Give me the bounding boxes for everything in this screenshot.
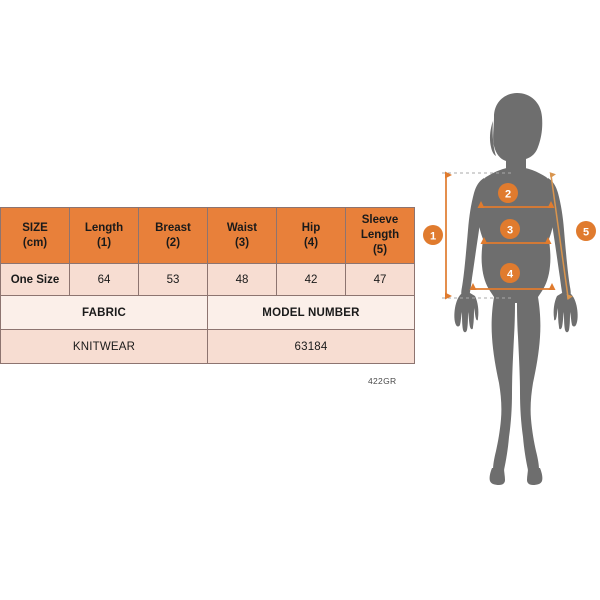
watermark-label: 422GR — [368, 376, 397, 386]
measurement-figure-panel: 1 2 3 4 — [420, 85, 600, 505]
table-row: One Size 64 53 48 42 47 — [0, 263, 415, 296]
header-length-line1: Length — [84, 221, 124, 234]
header-cell-length: Length (1) — [69, 207, 139, 264]
table-row-subvalues: KNITWEAR 63184 — [0, 329, 415, 364]
header-waist-line1: Waist — [226, 221, 258, 234]
cell-fabric-header: FABRIC — [0, 295, 208, 330]
marker-3: 3 — [500, 219, 520, 239]
header-sleeve-line2: Length — [360, 229, 400, 242]
marker-4-label: 4 — [507, 269, 514, 281]
cell-fabric-value: KNITWEAR — [0, 329, 208, 364]
cell-waist-value: 48 — [207, 263, 277, 296]
header-cell-waist: Waist (3) — [207, 207, 277, 264]
header-size-line1: SIZE — [22, 221, 48, 234]
cell-length-value: 64 — [69, 263, 139, 296]
marker-1-label: 1 — [430, 231, 436, 243]
cell-breast-value: 53 — [138, 263, 208, 296]
header-cell-sleeve-length: Sleeve Length (5) — [345, 207, 415, 264]
header-cell-size: SIZE (cm) — [0, 207, 70, 264]
header-breast-line1: Breast — [155, 221, 191, 234]
table-header-row: SIZE (cm) Length (1) Breast (2) Waist (3… — [0, 207, 415, 264]
marker-2: 2 — [498, 183, 518, 203]
sleeve-arrow — [549, 172, 573, 301]
cell-sleeve-length-value: 47 — [345, 263, 415, 296]
header-cell-breast: Breast (2) — [138, 207, 208, 264]
cell-hip-value: 42 — [276, 263, 346, 296]
size-table: SIZE (cm) Length (1) Breast (2) Waist (3… — [0, 207, 415, 364]
marker-1: 1 — [423, 225, 443, 245]
marker-3-label: 3 — [507, 225, 513, 237]
marker-2-label: 2 — [505, 189, 511, 201]
marker-5-label: 5 — [583, 227, 589, 239]
cell-model-number-header: MODEL NUMBER — [207, 295, 415, 330]
marker-5-circle — [576, 221, 596, 241]
marker-5: 5 — [576, 221, 596, 241]
size-table-body: One Size 64 53 48 42 47 FABRIC MODEL NUM… — [0, 263, 415, 364]
marker-1-circle — [423, 225, 443, 245]
table-row-subheaders: FABRIC MODEL NUMBER — [0, 295, 415, 330]
header-waist-line2: (3) — [234, 236, 250, 249]
header-hip-line2: (4) — [303, 236, 319, 249]
marker-4-circle — [500, 263, 520, 283]
cell-model-number-value: 63184 — [207, 329, 415, 364]
cell-size-label: One Size — [0, 263, 70, 296]
header-sleeve-line3: (5) — [372, 243, 388, 256]
female-silhouette-diagram: 1 2 3 4 — [423, 93, 596, 485]
measure-line-5-sleeve — [549, 172, 573, 301]
marker-4: 4 — [500, 263, 520, 283]
header-hip-line1: Hip — [301, 221, 321, 234]
marker-3-circle — [500, 219, 520, 239]
marker-2-circle — [498, 183, 518, 203]
header-cell-hip: Hip (4) — [276, 207, 346, 264]
header-sleeve-line1: Sleeve — [361, 214, 399, 227]
size-table-head: SIZE (cm) Length (1) Breast (2) Waist (3… — [0, 207, 415, 264]
header-breast-line2: (2) — [165, 236, 181, 249]
header-length-line2: (1) — [96, 236, 112, 249]
header-size-line2: (cm) — [22, 236, 48, 249]
